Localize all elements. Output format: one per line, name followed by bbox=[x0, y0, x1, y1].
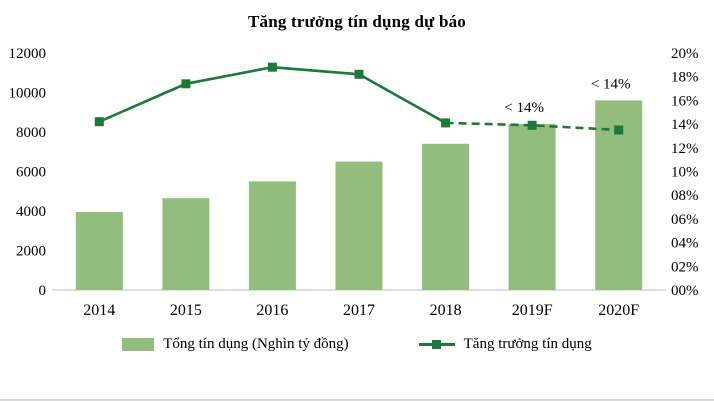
svg-text:10000: 10000 bbox=[9, 86, 47, 102]
svg-text:06%: 06% bbox=[671, 212, 699, 228]
line-series bbox=[94, 62, 624, 135]
svg-text:2016: 2016 bbox=[256, 302, 288, 319]
legend-item-credit-growth: Tăng trưởng tín dụng bbox=[418, 336, 592, 353]
svg-text:04%: 04% bbox=[671, 236, 699, 252]
legend-item-total-credit: Tổng tín dụng (Nghìn tỷ đồng) bbox=[122, 336, 349, 353]
svg-text:< 14%: < 14% bbox=[591, 76, 631, 92]
svg-text:4000: 4000 bbox=[16, 204, 46, 220]
bar bbox=[75, 212, 123, 290]
left-axis-ticks: 0 2000 4000 6000 8000 10000 12000 bbox=[9, 46, 47, 299]
svg-text:2020F: 2020F bbox=[598, 302, 639, 319]
svg-text:00%: 00% bbox=[671, 283, 699, 299]
svg-text:2014: 2014 bbox=[83, 302, 115, 319]
line-marker bbox=[94, 117, 104, 127]
legend-label-total-credit: Tổng tín dụng (Nghìn tỷ đồng) bbox=[163, 336, 349, 352]
svg-text:12%: 12% bbox=[671, 141, 699, 157]
right-axis-ticks: 00% 02% 04% 06% 08% 10% 12% 14% 16% 18% 20% bbox=[671, 46, 699, 299]
line-marker bbox=[441, 118, 451, 128]
svg-text:20%: 20% bbox=[671, 46, 699, 62]
svg-text:2019F: 2019F bbox=[512, 302, 553, 319]
bar bbox=[422, 143, 470, 290]
line-marker bbox=[527, 120, 537, 130]
svg-text:6000: 6000 bbox=[16, 165, 46, 181]
line-series-swatch bbox=[418, 340, 455, 349]
legend-label-credit-growth: Tăng trưởng tín dụng bbox=[463, 336, 592, 352]
svg-text:02%: 02% bbox=[671, 259, 699, 275]
annotations: < 14% < 14% bbox=[504, 76, 630, 116]
bar-series bbox=[75, 100, 643, 291]
line-marker bbox=[267, 62, 277, 72]
chart-title: Tăng trưởng tín dụng dự báo bbox=[247, 12, 467, 31]
chart-legend: Tổng tín dụng (Nghìn tỷ đồng) Tăng trưởn… bbox=[0, 336, 714, 353]
svg-text:10%: 10% bbox=[671, 165, 699, 181]
svg-text:12000: 12000 bbox=[9, 46, 47, 62]
bar bbox=[335, 161, 383, 290]
line-marker bbox=[614, 125, 624, 135]
bar bbox=[508, 124, 556, 290]
svg-text:2000: 2000 bbox=[16, 244, 46, 260]
svg-text:2018: 2018 bbox=[430, 302, 462, 319]
svg-text:16%: 16% bbox=[671, 93, 699, 109]
svg-text:18%: 18% bbox=[671, 70, 699, 86]
svg-text:2015: 2015 bbox=[170, 302, 202, 319]
svg-text:08%: 08% bbox=[671, 188, 699, 204]
line-marker bbox=[181, 79, 191, 89]
svg-text:2017: 2017 bbox=[343, 302, 375, 319]
svg-text:8000: 8000 bbox=[16, 125, 46, 141]
bar-series-swatch bbox=[122, 338, 155, 351]
bar bbox=[162, 198, 210, 290]
x-axis-labels: 2014 2015 2016 2017 2018 2019F 2020F bbox=[83, 302, 639, 319]
bar bbox=[248, 181, 296, 290]
line-marker-icon bbox=[431, 340, 441, 349]
line-marker bbox=[354, 69, 364, 79]
chart-plot-area: 02000400060008000100001200000%02%04%06%0… bbox=[9, 46, 699, 319]
svg-text:< 14%: < 14% bbox=[504, 100, 544, 116]
svg-text:14%: 14% bbox=[671, 117, 699, 133]
svg-text:0: 0 bbox=[39, 283, 47, 299]
